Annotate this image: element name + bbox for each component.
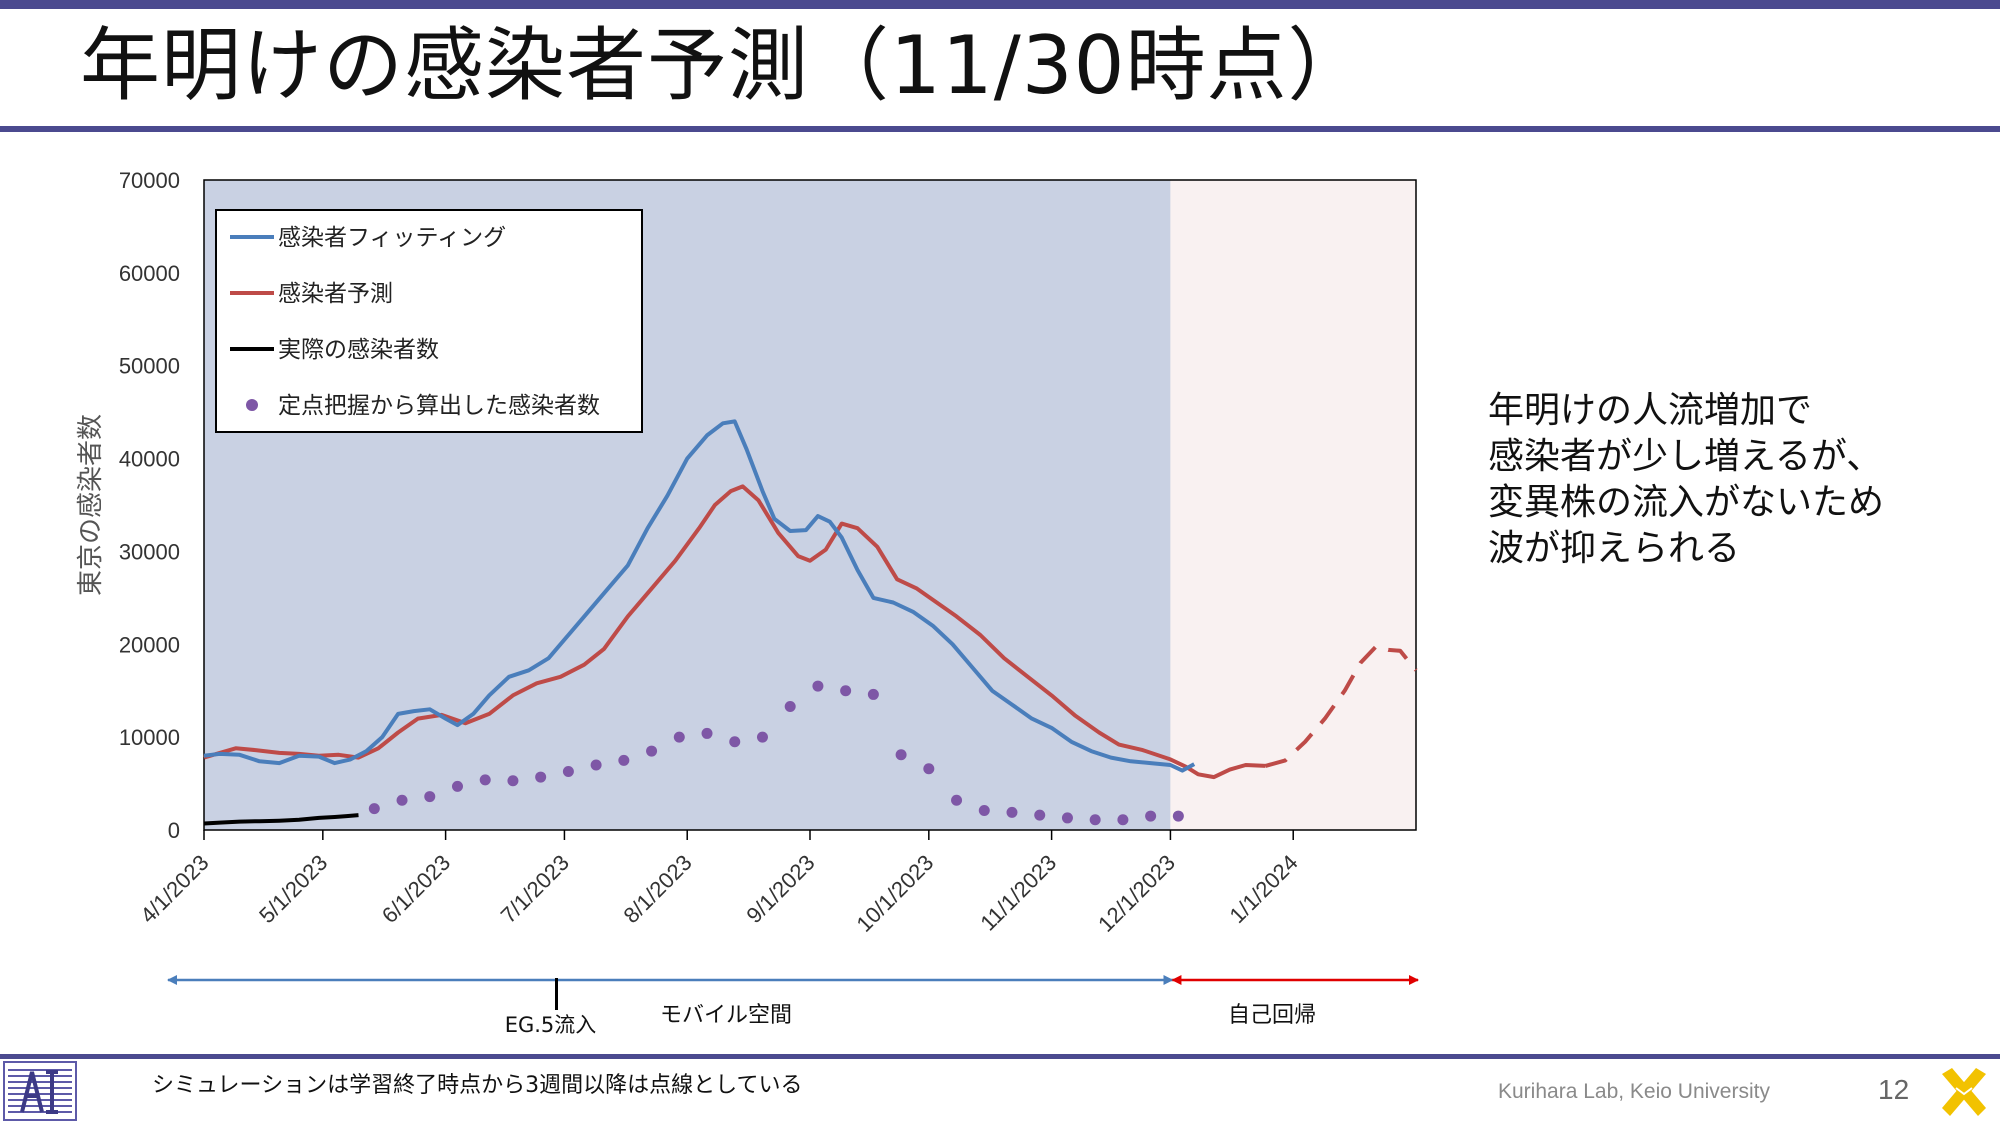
- legend-box: [215, 209, 643, 433]
- series-sentinel-point: [1145, 810, 1157, 822]
- series-sentinel-point: [729, 736, 741, 748]
- y-axis-label: 東京の感染者数: [76, 414, 106, 596]
- legend-label: 感染者予測: [278, 281, 393, 307]
- y-tick-label: 50000: [119, 354, 180, 379]
- regime-label-mobile: モバイル空間: [660, 1003, 792, 1028]
- title-rule: [0, 126, 2000, 132]
- y-tick-label: 10000: [119, 725, 180, 750]
- page-number: 12: [1878, 1074, 1910, 1105]
- y-tick-label: 60000: [119, 261, 180, 286]
- footer-note: シミュレーションは学習終了時点から3週間以降は点線としている: [152, 1073, 803, 1098]
- series-prediction-dashed: [1264, 644, 1418, 768]
- series-sentinel-point: [1117, 814, 1129, 826]
- series-sentinel-point: [562, 766, 574, 777]
- series-sentinel-point: [701, 727, 713, 739]
- series-sentinel-point: [368, 803, 380, 815]
- keio-pen-logo-icon: [1942, 1068, 1986, 1116]
- x-tick-label: 8/1/2023: [619, 850, 697, 928]
- series-sentinel-point: [812, 680, 824, 692]
- y-tick-label: 0: [168, 818, 180, 843]
- series-sentinel-point: [1089, 814, 1101, 826]
- series-sentinel-point: [590, 759, 602, 771]
- series-sentinel-point: [1034, 809, 1046, 821]
- legend-marker-sentinel: [246, 399, 258, 411]
- commentary-line: 波が抑えられる: [1488, 528, 1741, 569]
- legend-label: 感染者フィッティング: [278, 225, 506, 251]
- series-actual-line: [203, 813, 359, 826]
- legend-label: 実際の感染者数: [278, 337, 439, 363]
- series-sentinel-point: [1006, 806, 1018, 818]
- series-sentinel-point: [978, 805, 990, 816]
- lab-logo-icon: [3, 1061, 77, 1121]
- series-sentinel-point: [396, 794, 408, 806]
- x-tick-label: 5/1/2023: [254, 850, 332, 928]
- series-sentinel-point: [756, 731, 768, 743]
- shaded-region-autoregressive: [1170, 180, 1416, 830]
- x-tick-label: 11/1/2023: [975, 850, 1061, 936]
- x-tick-label: 9/1/2023: [741, 850, 819, 928]
- series-sentinel-point: [424, 791, 436, 803]
- legend-label: 定点把握から算出した感染者数: [278, 393, 600, 419]
- series-sentinel-point: [784, 701, 796, 712]
- series-sentinel-point: [867, 688, 879, 700]
- series-sentinel-point: [895, 749, 907, 761]
- x-tick-label: 1/1/2024: [1225, 850, 1303, 928]
- x-tick-label: 4/1/2023: [135, 850, 213, 928]
- commentary: 年明けの人流増加で 感染者が少し増えるが、 変異株の流入がないため 波が抑えられ…: [1488, 388, 1884, 572]
- series-sentinel-point: [451, 780, 463, 792]
- infection-forecast-chart: 0 10000 20000 30000 40000 50000 60000 70000 東京の感…: [76, 168, 1419, 1037]
- footer-credit: Kurihara Lab, Keio University: [1498, 1080, 1770, 1103]
- series-sentinel-point: [951, 794, 963, 806]
- series-sentinel-point: [479, 774, 491, 786]
- x-tick-label: 6/1/2023: [377, 850, 455, 928]
- y-tick-label: 70000: [119, 168, 180, 193]
- series-sentinel-point: [1172, 810, 1184, 822]
- x-tick-label: 10/1/2023: [851, 850, 938, 937]
- series-sentinel-point: [535, 771, 547, 783]
- series-sentinel-point: [618, 754, 630, 766]
- x-tick-label: 12/1/2023: [1093, 850, 1180, 937]
- commentary-line: 変異株の流入がないため: [1488, 482, 1885, 523]
- y-tick-label: 40000: [119, 447, 180, 472]
- series-fitting-line: [203, 419, 1196, 773]
- regime-label-autoregressive: 自己回帰: [1228, 1003, 1316, 1028]
- series-sentinel-point: [673, 731, 685, 743]
- commentary-line: 感染者が少し増えるが、: [1488, 436, 1883, 477]
- top-accent-bar: [0, 0, 2000, 9]
- slide-title: 年明けの感染者予測（11/30時点）: [80, 19, 1369, 112]
- series-sentinel-point: [840, 685, 852, 697]
- eg5-label: EG.5流入: [505, 1013, 597, 1037]
- y-tick-label: 30000: [119, 539, 180, 564]
- footer-rule: [0, 1054, 2000, 1059]
- y-tick-label: 20000: [119, 632, 180, 657]
- series-sentinel-point: [1061, 812, 1073, 824]
- series-prediction-line: [203, 484, 1266, 780]
- series-sentinel-point: [923, 763, 935, 775]
- series-sentinel-point: [507, 775, 519, 787]
- x-tick-label: 7/1/2023: [496, 850, 574, 928]
- series-sentinel-point: [646, 745, 658, 757]
- commentary-line: 年明けの人流増加で: [1488, 390, 1813, 431]
